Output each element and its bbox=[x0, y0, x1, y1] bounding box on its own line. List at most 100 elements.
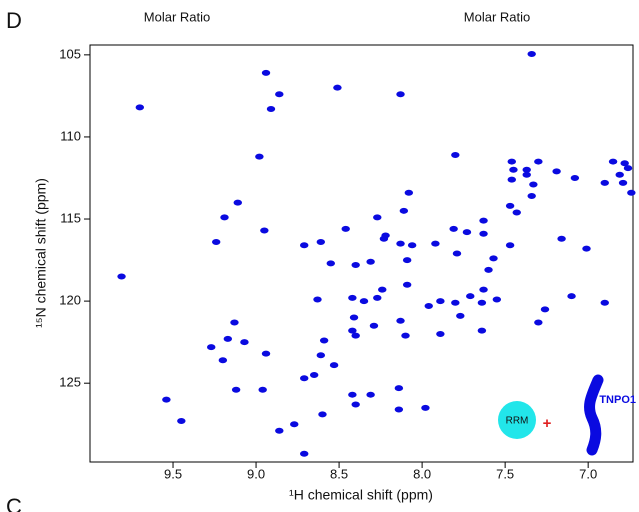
peak bbox=[479, 217, 488, 224]
panel-label: D bbox=[6, 8, 22, 33]
peak bbox=[326, 260, 335, 267]
plot-frame bbox=[89, 44, 634, 463]
peak bbox=[431, 240, 440, 247]
peak bbox=[329, 362, 339, 369]
peak bbox=[507, 176, 516, 183]
peak bbox=[529, 181, 538, 188]
peak bbox=[348, 327, 357, 334]
peak bbox=[522, 166, 531, 173]
peak bbox=[300, 375, 309, 382]
peak bbox=[379, 235, 389, 242]
peak bbox=[512, 209, 521, 216]
peak bbox=[309, 371, 319, 378]
peak bbox=[436, 298, 445, 305]
peak bbox=[348, 294, 357, 301]
peak bbox=[534, 319, 543, 326]
peak bbox=[582, 245, 591, 252]
y-tick-label: 120 bbox=[59, 293, 81, 308]
peak bbox=[492, 296, 502, 303]
peak bbox=[261, 69, 271, 76]
peak bbox=[275, 427, 284, 434]
peak bbox=[351, 401, 360, 408]
peak bbox=[451, 151, 460, 158]
peak bbox=[177, 417, 186, 424]
peak bbox=[505, 242, 515, 249]
peak bbox=[258, 386, 267, 393]
peak bbox=[135, 104, 145, 111]
peak bbox=[318, 411, 327, 418]
peak bbox=[351, 332, 360, 339]
peak bbox=[477, 299, 487, 306]
peak bbox=[162, 396, 171, 403]
peak bbox=[117, 273, 126, 280]
peak bbox=[359, 298, 369, 305]
peak bbox=[313, 296, 322, 303]
y-axis-label: ¹⁵N chemical shift (ppm) bbox=[33, 178, 49, 328]
peak bbox=[401, 332, 410, 339]
peak bbox=[608, 158, 618, 165]
peak bbox=[600, 179, 609, 186]
peak bbox=[404, 189, 414, 196]
peak bbox=[218, 357, 228, 364]
peak bbox=[600, 299, 609, 306]
peak bbox=[552, 168, 561, 175]
peak bbox=[452, 250, 462, 257]
peak bbox=[484, 266, 493, 273]
x-tick-label: 7.0 bbox=[579, 466, 597, 481]
peak bbox=[623, 165, 633, 172]
peak bbox=[570, 174, 580, 181]
header-label: Molar Ratio bbox=[464, 9, 530, 24]
peak bbox=[466, 293, 475, 300]
peak bbox=[275, 91, 284, 98]
peak bbox=[369, 322, 379, 329]
peak bbox=[618, 179, 628, 186]
peak bbox=[266, 106, 276, 113]
peak bbox=[231, 386, 241, 393]
rrm-circle bbox=[498, 401, 536, 439]
x-tick-label: 8.0 bbox=[413, 466, 431, 481]
peak bbox=[394, 385, 404, 392]
peak bbox=[261, 350, 271, 357]
peak bbox=[396, 91, 405, 98]
x-tick-label: 9.0 bbox=[247, 466, 265, 481]
peak bbox=[456, 312, 465, 319]
peak bbox=[373, 214, 382, 221]
x-tick-label: 8.5 bbox=[330, 466, 348, 481]
peak bbox=[240, 339, 249, 346]
y-tick-label: 115 bbox=[60, 210, 81, 225]
peak bbox=[300, 242, 309, 249]
tnpo1-label: TNPO1 bbox=[599, 394, 636, 406]
peak bbox=[615, 171, 624, 178]
rrm-label: RRM bbox=[506, 416, 529, 427]
peak bbox=[620, 160, 629, 167]
peak bbox=[373, 294, 382, 301]
y-tick-label: 105 bbox=[59, 46, 81, 61]
peak bbox=[407, 242, 417, 249]
peak bbox=[300, 450, 309, 457]
peak bbox=[421, 404, 430, 411]
x-axis-label: ¹H chemical shift (ppm) bbox=[289, 487, 433, 503]
peak bbox=[449, 225, 458, 232]
peak bbox=[534, 158, 543, 165]
peak bbox=[509, 166, 518, 173]
peak bbox=[319, 337, 329, 344]
peak bbox=[507, 158, 516, 165]
peak bbox=[351, 261, 360, 268]
peak bbox=[207, 344, 216, 351]
peak bbox=[255, 153, 264, 160]
tnpo1-shape bbox=[584, 374, 604, 456]
peak bbox=[212, 239, 221, 246]
peak bbox=[557, 235, 566, 242]
y-tick-label: 110 bbox=[60, 128, 81, 143]
peak bbox=[540, 306, 550, 313]
peak bbox=[233, 199, 242, 206]
peak bbox=[436, 330, 445, 337]
peak bbox=[220, 214, 229, 221]
plus-sign: + bbox=[543, 415, 552, 432]
peak bbox=[396, 317, 405, 324]
peak bbox=[260, 227, 269, 234]
peak bbox=[341, 225, 350, 232]
x-tick-label: 7.5 bbox=[496, 466, 514, 481]
header-label: Molar Ratio bbox=[144, 9, 210, 24]
